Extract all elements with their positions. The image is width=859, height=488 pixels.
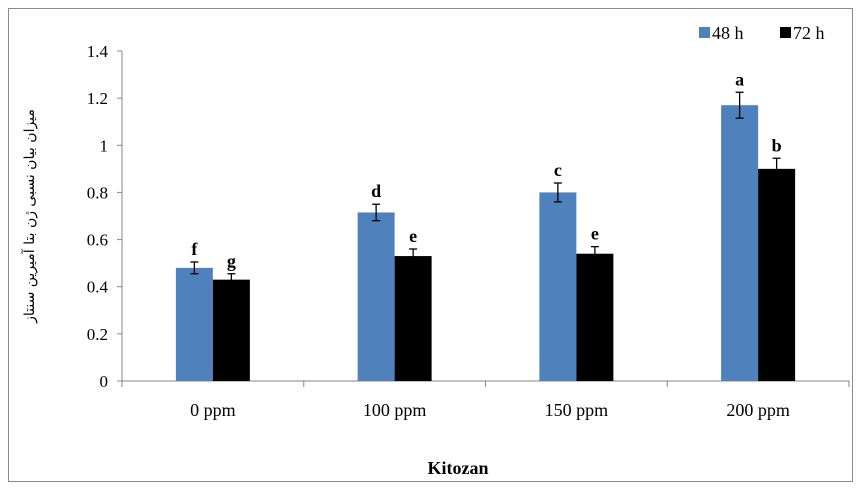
- y-tick-label: 0.4: [87, 278, 109, 297]
- bar: [357, 212, 395, 381]
- legend: 48 h 72 h: [699, 23, 825, 43]
- y-tick-label: 1.4: [87, 42, 109, 61]
- x-tick-label: 150 ppm: [545, 400, 609, 420]
- significance-letter: e: [409, 226, 417, 246]
- significance-letter: e: [591, 224, 599, 244]
- y-tick-label: 0.8: [87, 183, 108, 202]
- y-tick-label: 0.2: [87, 325, 108, 344]
- bars: f d c a g e e b: [175, 69, 796, 381]
- bar: [212, 279, 250, 381]
- y-tick-label: 1: [100, 136, 109, 155]
- x-axis-label: Kitozan: [428, 458, 489, 478]
- x-tick-label: 200 ppm: [726, 400, 790, 420]
- significance-letter: c: [554, 160, 562, 180]
- significance-letter: a: [735, 69, 744, 89]
- legend-label: 72 h: [793, 23, 825, 43]
- bar: [394, 256, 432, 381]
- y-axis: 0 0.2 0.4 0.6 0.8 1 1.2 1.4: [87, 42, 123, 391]
- significance-letter: g: [227, 251, 236, 271]
- x-tick-label: 0 ppm: [190, 400, 236, 420]
- y-tick-label: 1.2: [87, 89, 108, 108]
- y-tick-label: 0.6: [87, 231, 108, 250]
- bar: [175, 267, 213, 381]
- bar: [539, 192, 577, 381]
- bar: [721, 105, 759, 381]
- significance-letter: f: [191, 239, 198, 259]
- significance-letter: b: [772, 135, 782, 155]
- y-tick-label: 0: [100, 372, 109, 391]
- bar: [758, 168, 796, 381]
- significance-letter: d: [371, 181, 381, 201]
- chart-frame: [8, 8, 853, 482]
- x-tick-label: 100 ppm: [363, 400, 427, 420]
- legend-swatch: [780, 27, 791, 38]
- x-axis: 0 ppm 100 ppm 150 ppm 200 ppm: [121, 380, 850, 420]
- legend-label: 48 h: [712, 23, 744, 43]
- y-axis-label: میزان بیان نسبی ژن بتا آمیرین سنتاز: [21, 109, 38, 324]
- legend-swatch: [699, 27, 710, 38]
- bar: [576, 253, 614, 381]
